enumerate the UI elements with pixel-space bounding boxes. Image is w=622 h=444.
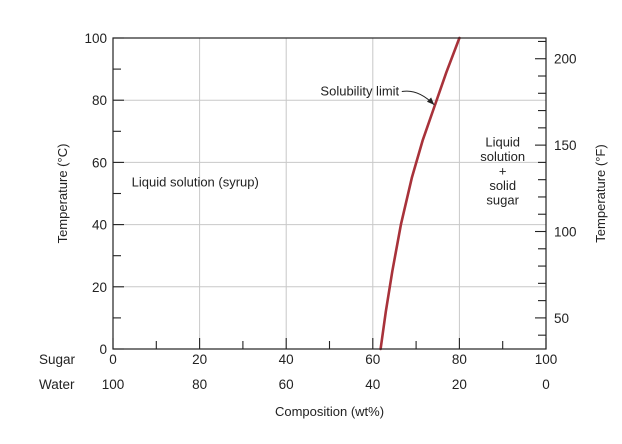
y-right-tick-label: 50 xyxy=(554,311,569,326)
x-tick-label-water: 40 xyxy=(365,377,380,392)
annotation-mixture-line: Liquid xyxy=(485,135,520,150)
annotation-arrow-line xyxy=(401,90,435,106)
y-left-tick-label: 80 xyxy=(92,93,107,108)
x-tick-label-sugar: 20 xyxy=(192,352,207,367)
y-left-tick-label: 100 xyxy=(84,31,107,46)
annotation-mixture-line: + xyxy=(499,164,507,179)
x-tick-label-water: 80 xyxy=(192,377,207,392)
x-axis-title: Composition (wt%) xyxy=(275,404,384,419)
grid xyxy=(113,38,546,349)
annotation-mixture-line: solid xyxy=(489,178,516,193)
y-left-tick-label: 40 xyxy=(92,218,107,233)
y-axis-title-right: Temperature (°F) xyxy=(593,144,608,242)
x-tick-label-sugar: 0 xyxy=(109,352,117,367)
x-tick-label-sugar: 100 xyxy=(535,352,558,367)
annotation-liquid-line: Liquid solution (syrup) xyxy=(132,175,259,190)
x-tick-label-sugar: 60 xyxy=(365,352,380,367)
y-axis-title-left: Temperature (°C) xyxy=(55,144,70,244)
x-tick-label-water: 100 xyxy=(102,377,125,392)
annotations: Solubility limit Liquid solution (syrup) L… xyxy=(132,84,525,208)
annotation-solubility: Solubility limit xyxy=(320,84,399,99)
y-right-tick-label: 150 xyxy=(554,138,577,153)
annotation-mixture-line: sugar xyxy=(486,193,519,208)
y-left-tick-label: 60 xyxy=(92,155,107,170)
y-left-tick-label: 0 xyxy=(99,342,107,357)
solubility-limit-curve xyxy=(379,36,461,351)
x-tick-label-sugar: 40 xyxy=(279,352,294,367)
y-right-tick-label: 200 xyxy=(554,52,577,67)
x-tick-label-water: 20 xyxy=(452,377,467,392)
y-left-tick-label: 20 xyxy=(92,280,107,295)
annotation-arrowhead xyxy=(426,97,435,105)
x-tick-label-sugar: 80 xyxy=(452,352,467,367)
x-tick-label-water: 0 xyxy=(542,377,550,392)
annotation-mixture-line: solution xyxy=(480,149,525,164)
x-row-label-water: Water xyxy=(39,377,75,392)
series-layer xyxy=(379,36,461,351)
y-right-tick-label: 100 xyxy=(554,225,577,240)
x-row-label-sugar: Sugar xyxy=(39,352,76,367)
ticks xyxy=(112,37,547,350)
x-tick-label-water: 60 xyxy=(279,377,294,392)
